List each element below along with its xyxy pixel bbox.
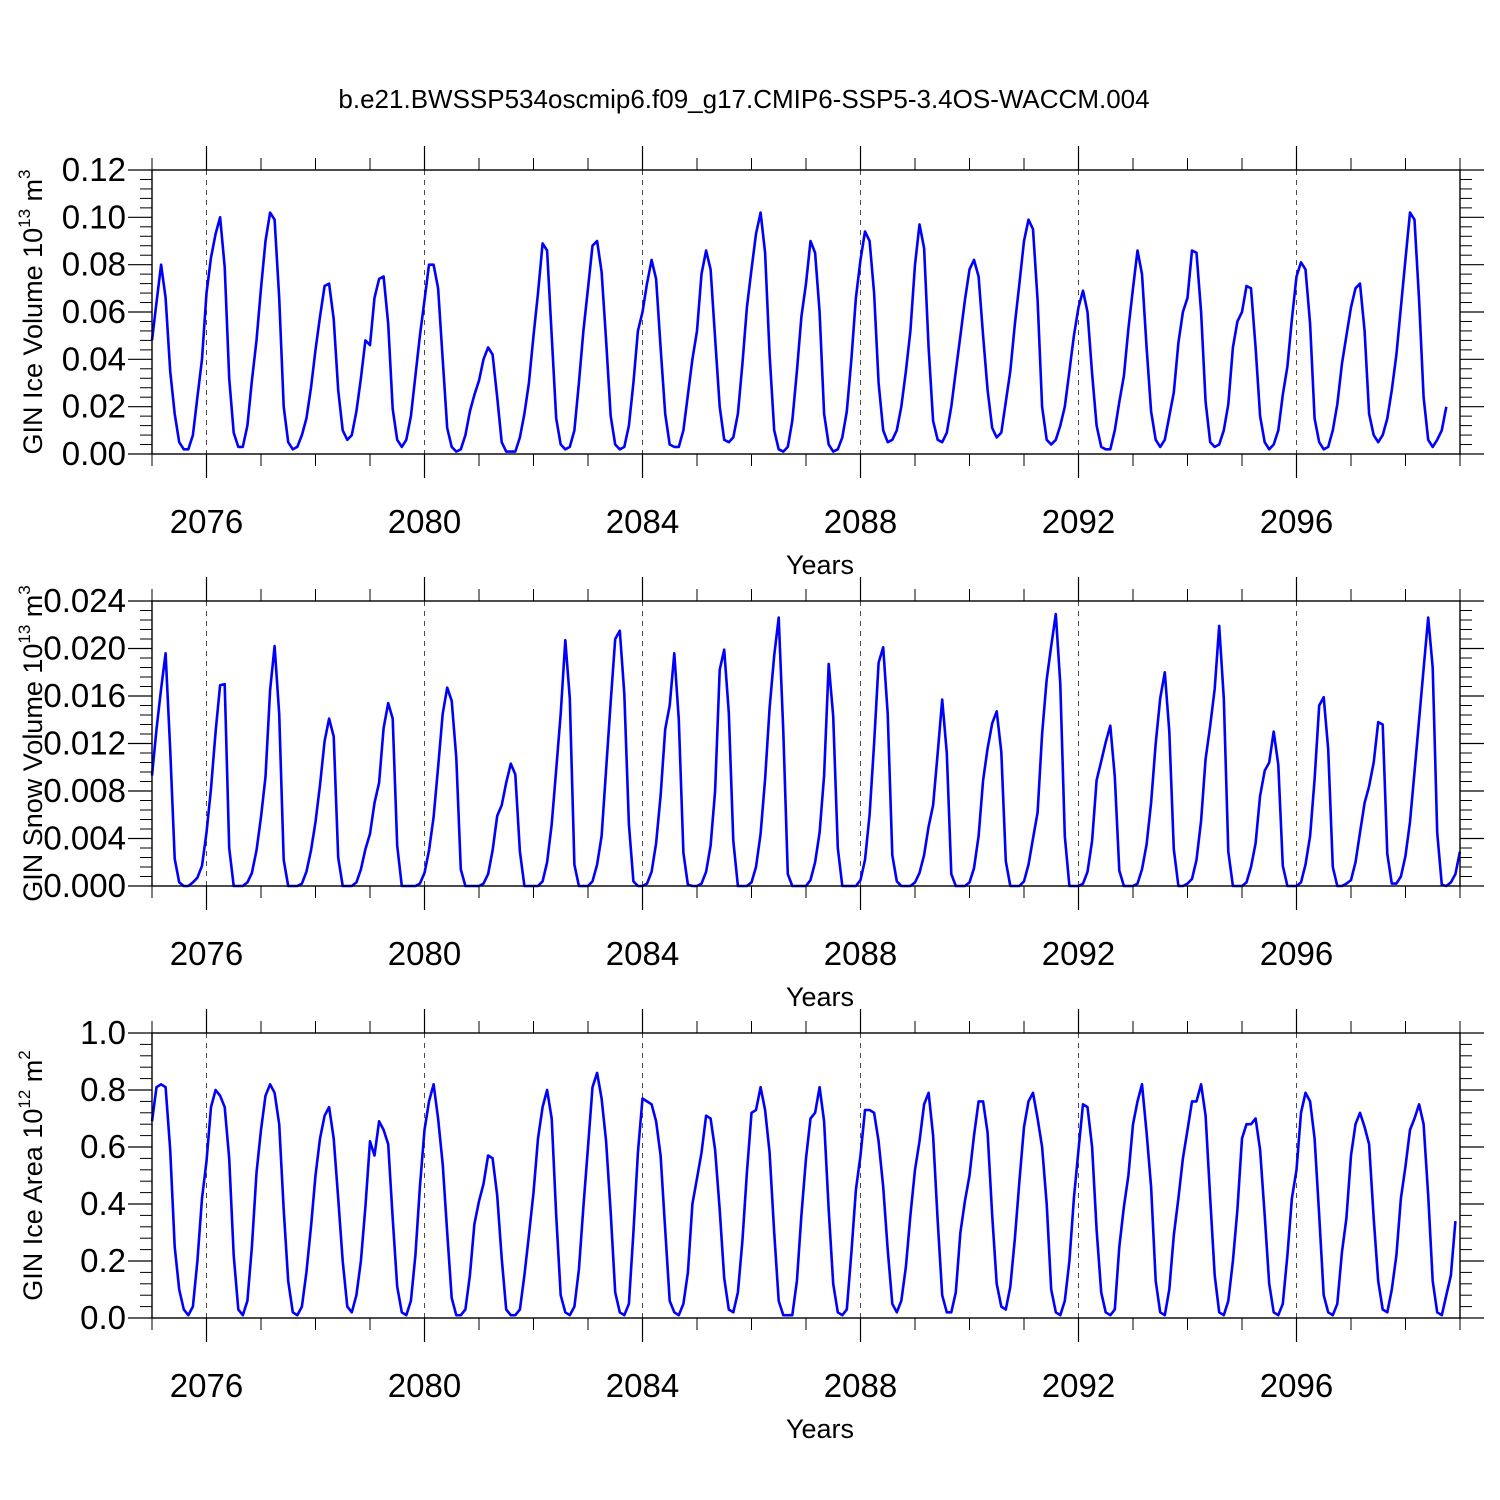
y-axis-label-exp1: 13 <box>15 625 34 644</box>
y-axis-label-exp2: 3 <box>15 169 34 178</box>
x-tick-label: 2092 <box>1042 1367 1115 1404</box>
y-tick-label: 0.6 <box>80 1128 126 1165</box>
y-tick-label: 0.2 <box>80 1242 126 1279</box>
y-tick-label: 0.000 <box>43 867 126 904</box>
x-tick-label: 2096 <box>1260 503 1333 540</box>
series-line <box>150 1071 1457 1317</box>
y-tick-label: 0.016 <box>43 677 126 714</box>
y-tick-label: 0.00 <box>62 435 126 472</box>
x-tick-label: 2080 <box>388 503 461 540</box>
x-axis-label: Years <box>786 982 854 1012</box>
x-axis-label: Years <box>786 550 854 580</box>
y-axis-label-base: GIN Snow Volume 10 <box>18 644 48 902</box>
y-tick-label: 0.004 <box>43 820 126 857</box>
y-tick-label: 0.04 <box>62 340 126 377</box>
y-tick-label: 0.8 <box>80 1071 126 1108</box>
panel-1: 0.00 0.02 0.04 0.06 0.08 0.10 0.12 2076 2080 2084… <box>15 146 1484 580</box>
x-tick-label: 2080 <box>388 1367 461 1404</box>
x-tick-label: 2076 <box>170 503 243 540</box>
y-tick-label: 0.12 <box>62 151 126 188</box>
x-tick-label: 2096 <box>1260 1367 1333 1404</box>
x-tick-label: 2096 <box>1260 935 1333 972</box>
x-tick-label: 2088 <box>824 503 897 540</box>
x-tick-label: 2084 <box>606 503 679 540</box>
plot-frame <box>151 1032 1461 1319</box>
x-tick-label: 2088 <box>824 935 897 972</box>
y-axis-label-base: GIN Ice Area 10 <box>18 1109 48 1301</box>
x-tick-label: 2084 <box>606 935 679 972</box>
y-axis-label-base: GIN Ice Volume 10 <box>18 228 48 455</box>
panel-2: 0.000 0.004 0.008 0.012 0.016 0.020 0.024 2076 2… <box>15 577 1484 1012</box>
x-tick-label: 2076 <box>170 935 243 972</box>
y-tick-label: 0.020 <box>43 630 126 667</box>
y-axis-label-mid: m <box>18 1060 48 1090</box>
y-axis-label-mid: m <box>18 179 48 209</box>
plot-frame <box>151 169 1461 455</box>
series-line <box>150 211 1448 453</box>
y-axis-label-exp1: 13 <box>15 209 34 228</box>
x-tick-label: 2092 <box>1042 935 1115 972</box>
y-tick-label: 0.0 <box>80 1299 126 1336</box>
x-tick-label: 2088 <box>824 1367 897 1404</box>
x-tick-label: 2084 <box>606 1367 679 1404</box>
plot-frame <box>151 600 1461 887</box>
panel-3: 0.0 0.2 0.4 0.6 0.8 1.0 2076 2080 2084 2088 2092 20… <box>15 1009 1484 1444</box>
y-tick-label: 0.012 <box>43 725 126 762</box>
y-axis-label-exp2: 2 <box>15 1050 34 1059</box>
x-tick-label: 2092 <box>1042 503 1115 540</box>
y-tick-label: 0.008 <box>43 772 126 809</box>
y-axis-label-exp2: 3 <box>15 585 34 594</box>
y-axis-label: GIN Snow Volume 1013 m3 <box>15 585 48 902</box>
y-axis-label-exp1: 12 <box>15 1090 34 1109</box>
y-tick-label: 0.06 <box>62 293 126 330</box>
y-tick-label: 0.024 <box>43 582 126 619</box>
y-axis-label: GIN Ice Area 1012 m2 <box>15 1050 48 1301</box>
x-tick-label: 2080 <box>388 935 461 972</box>
y-tick-label: 1.0 <box>80 1014 126 1051</box>
x-tick-label: 2076 <box>170 1367 243 1404</box>
x-axis-label: Years <box>786 1414 854 1444</box>
series-line <box>150 612 1462 888</box>
y-axis-label-mid: m <box>18 595 48 625</box>
y-tick-label: 0.02 <box>62 388 126 425</box>
figure-title: b.e21.BWSSP534oscmip6.f09_g17.CMIP6-SSP5… <box>338 84 1149 114</box>
y-tick-label: 0.08 <box>62 246 126 283</box>
y-tick-label: 0.10 <box>62 198 126 235</box>
y-tick-label: 0.4 <box>80 1185 126 1222</box>
y-axis-label: GIN Ice Volume 1013 m3 <box>15 169 48 454</box>
